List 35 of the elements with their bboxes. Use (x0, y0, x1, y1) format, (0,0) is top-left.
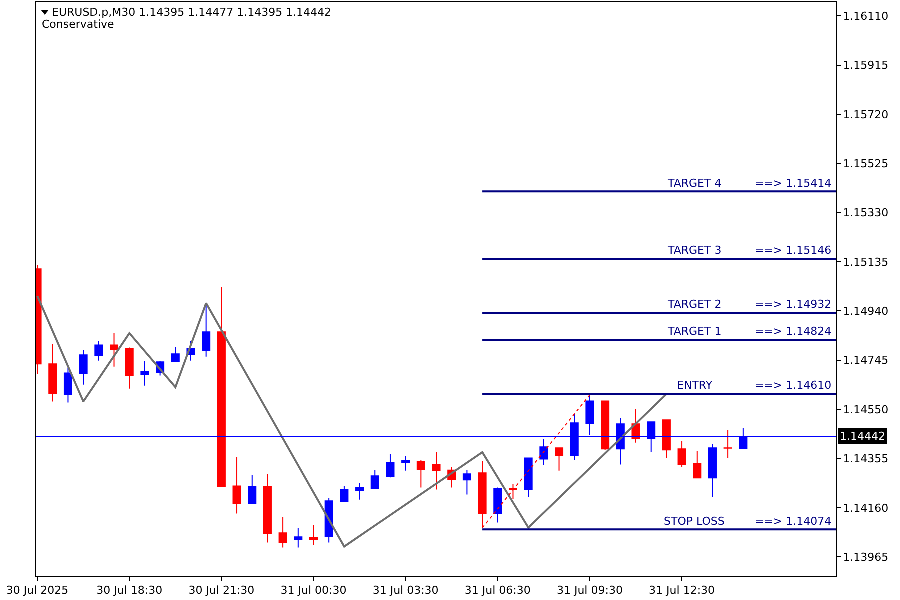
data-label: ==> 1.15414 (755, 177, 832, 190)
data-label: ==> 1.14074 (755, 515, 832, 528)
x-tick-label: 31 Jul 12:30 (649, 584, 716, 598)
y-tick-label: 1.14550 (843, 403, 889, 416)
y-tick-label: 1.14745 (843, 354, 889, 368)
y-tick-label: 1.13965 (843, 550, 889, 564)
y-tick-label: 1.14940 (843, 305, 889, 318)
data-label: ==> 1.14610 (755, 379, 832, 392)
y-tick-label: 1.15330 (843, 206, 889, 220)
y-tick-label: 1.15525 (843, 158, 889, 171)
series-label: ENTRY (677, 379, 713, 392)
series-label: TARGET 1 (667, 325, 722, 338)
x-tick-label: 31 Jul 06:30 (464, 584, 531, 598)
x-tick-label: 31 Jul 00:30 (280, 584, 347, 598)
data-label: ==> 1.14932 (755, 298, 832, 311)
x-tick-label: 31 Jul 03:30 (372, 584, 439, 598)
y-tick-label: 1.14355 (843, 452, 889, 466)
y-tick-label: 1.15135 (843, 256, 889, 269)
y-tick-label: 1.15720 (843, 108, 889, 122)
y-tick-label: 1.14160 (843, 502, 889, 515)
series-label: STOP LOSS (664, 515, 725, 528)
y-tick-label: 1.16110 (843, 10, 889, 23)
ref-line-label: 1.14442 (840, 430, 886, 443)
series-label: TARGET 3 (667, 244, 722, 257)
x-tick-label: 30 Jul 2025 (6, 584, 69, 598)
y-tick-label: 1.15915 (843, 59, 889, 72)
text: Conservative (42, 18, 115, 31)
chart-title: EURUSD.p,M30 1.14395 1.14477 1.14395 1.14442 (52, 6, 332, 19)
x-tick-label: 31 Jul 09:30 (556, 584, 623, 598)
data-label: ==> 1.14824 (755, 325, 832, 338)
series-label: TARGET 4 (667, 177, 722, 190)
x-tick-label: 30 Jul 21:30 (188, 584, 255, 598)
data-label: ==> 1.15146 (755, 244, 832, 257)
series-label: TARGET 2 (667, 298, 722, 311)
x-tick-label: 30 Jul 18:30 (96, 584, 163, 598)
